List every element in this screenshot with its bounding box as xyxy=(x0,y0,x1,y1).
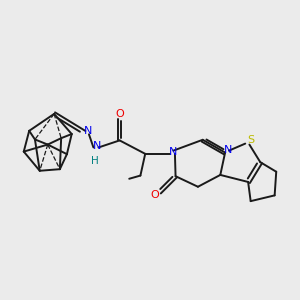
Text: N: N xyxy=(83,126,92,136)
Text: H: H xyxy=(91,156,99,166)
Text: N: N xyxy=(169,147,177,157)
Text: O: O xyxy=(115,109,124,118)
Text: S: S xyxy=(248,135,255,145)
Text: N: N xyxy=(92,140,101,151)
Text: O: O xyxy=(150,190,159,200)
Text: N: N xyxy=(224,145,232,155)
